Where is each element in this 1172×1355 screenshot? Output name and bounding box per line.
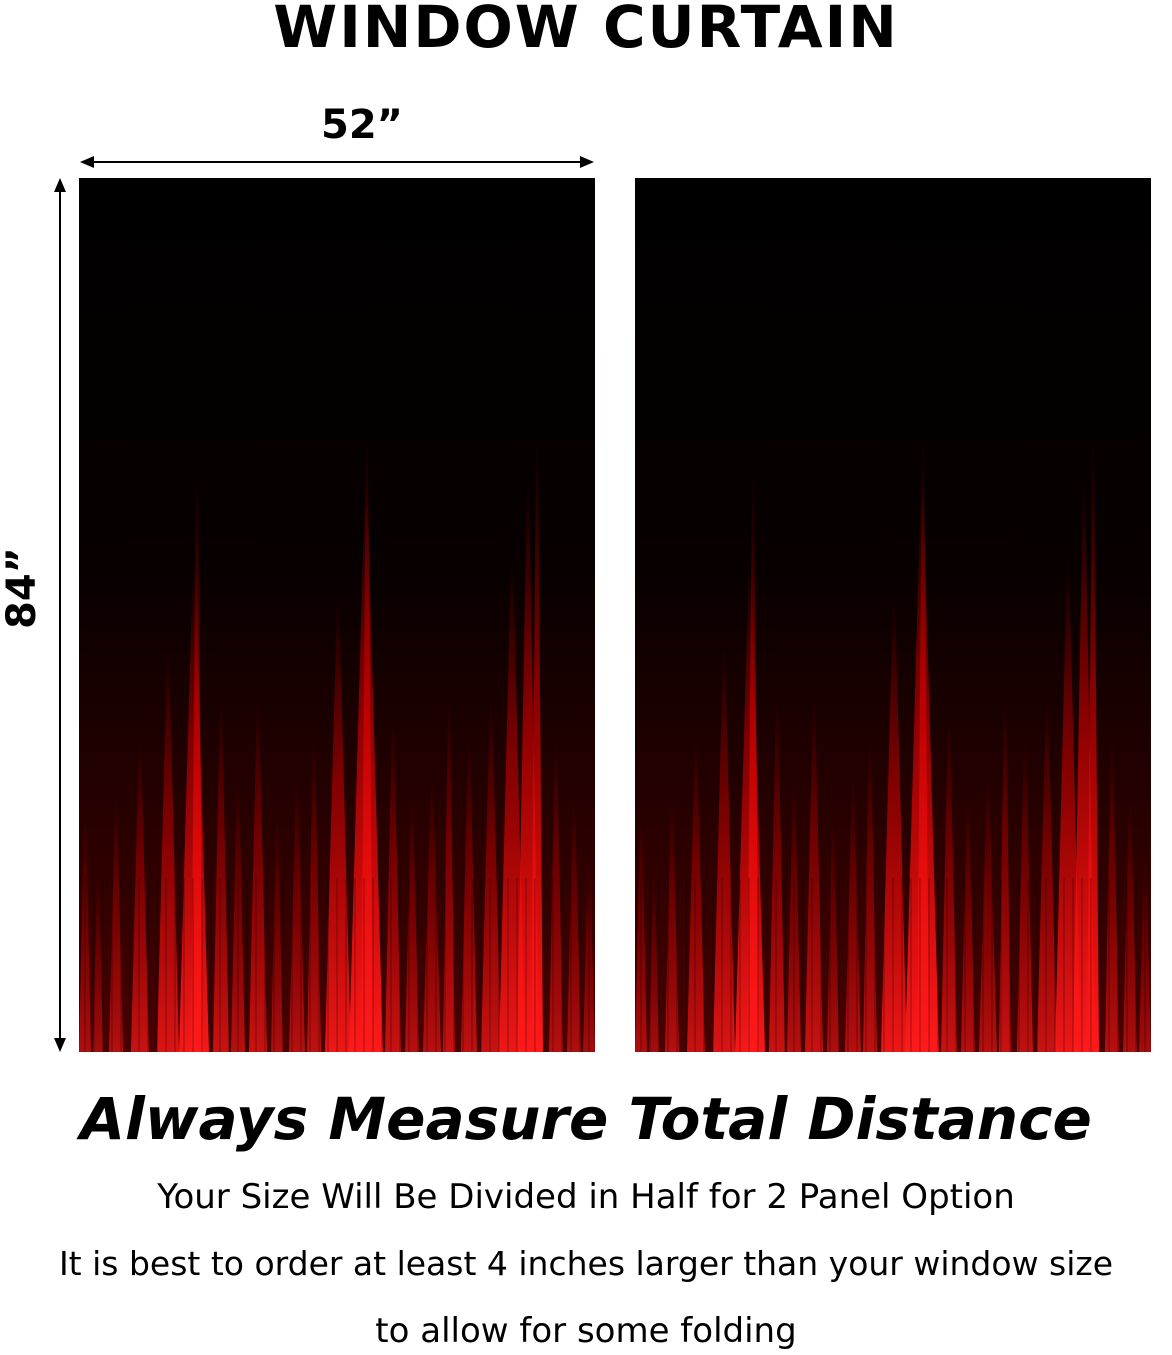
curtain-panel-right [635,178,1151,1052]
curtain-streak [307,738,321,1052]
curtain-streak [769,698,785,1052]
curtain-streak [649,878,659,1052]
curtain-streak [213,698,229,1052]
curtain-streak [1139,858,1151,1052]
width-arrow-icon [80,156,594,168]
curtain-streak [461,738,477,1052]
curtain-streak [531,438,543,1052]
curtain-streak [805,698,823,1052]
curtain-streak [863,738,877,1052]
curtain-streak [747,478,759,1052]
curtain-streak [941,718,957,1052]
curtain-streak [93,878,103,1052]
curtain-streak [405,798,419,1052]
curtain-streak [1123,798,1137,1052]
curtain-panel-left [79,178,595,1052]
curtain-streak [881,598,907,1052]
curtain-streak [385,718,401,1052]
curtain-streak [713,648,735,1052]
curtain-streak [191,478,203,1052]
curtain-streak [917,438,929,1052]
curtain-streak [961,798,975,1052]
height-arrow-icon [54,178,66,1052]
note-line: It is best to order at least 4 inches la… [58,1244,1114,1283]
curtain-right-image [635,178,1151,1052]
curtain-streak [1037,698,1057,1052]
curtain-streak [665,798,679,1052]
width-dimension-label: 52” [321,102,403,148]
curtain-streak [567,798,581,1052]
curtain-streak [443,698,455,1052]
curtain-streak [999,698,1011,1052]
height-dimension-label: 84” [0,547,45,629]
curtain-streak [481,698,501,1052]
curtain-streak [549,738,563,1052]
curtain-streak [109,798,123,1052]
curtain-streak [157,648,179,1052]
curtain-streak [1105,738,1119,1052]
curtain-streak [131,738,149,1052]
curtain-streak [231,778,245,1052]
curtain-streak [635,818,647,1052]
curtain-streak [325,598,351,1052]
page-title: WINDOW CURTAIN [273,0,899,61]
curtain-streak [1087,438,1099,1052]
curtain-streak [249,698,267,1052]
curtain-streak [687,738,705,1052]
curtain-streak [583,858,595,1052]
curtain-streak [787,778,801,1052]
curtain-streak [271,818,283,1052]
note-line: Your Size Will Be Divided in Half for 2 … [157,1177,1015,1217]
curtain-streak [827,818,839,1052]
curtain-streak [289,778,305,1052]
curtain-streak [1055,558,1081,1052]
curtain-streak [1017,738,1033,1052]
curtain-streak [79,818,91,1052]
curtain-streak [499,558,525,1052]
curtain-left-image [79,178,595,1052]
curtain-streak [979,778,997,1052]
curtain-streak [423,778,441,1052]
headline: Always Measure Total Distance [80,1085,1092,1153]
note-line: to allow for some folding [375,1311,797,1351]
curtain-streak [845,778,861,1052]
curtain-streak [361,438,373,1052]
